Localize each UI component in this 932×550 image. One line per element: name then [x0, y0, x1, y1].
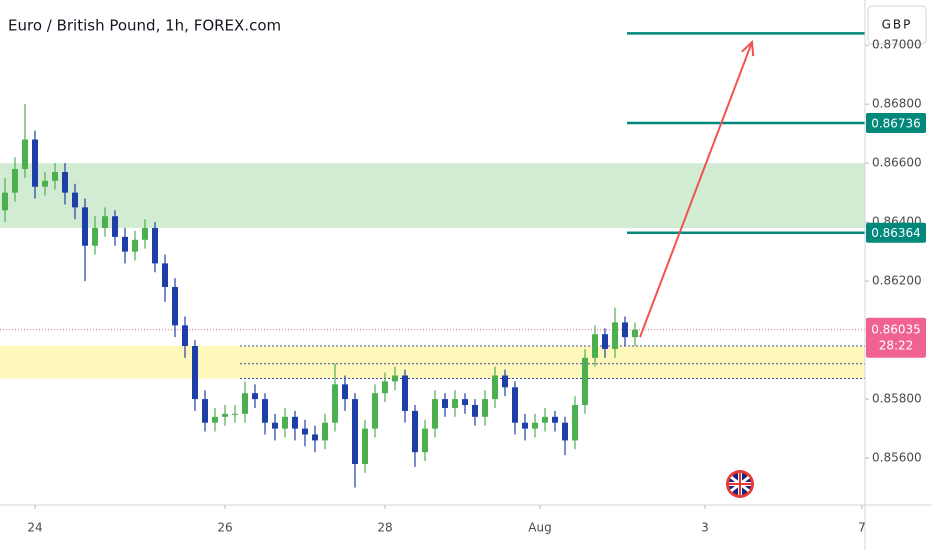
candle-body [162, 263, 168, 288]
candle-body [212, 416, 218, 423]
chart-title: Euro / British Pound, 1h, FOREX.com [8, 17, 281, 35]
level-price-label: 0.86364 [871, 226, 921, 240]
candle-body [122, 236, 128, 252]
x-tick-label: 3 [701, 521, 709, 535]
y-tick-label: 0.86600 [872, 156, 922, 170]
zone [0, 346, 865, 379]
candle-body [322, 422, 328, 441]
candle-body [572, 405, 578, 441]
candle-body [482, 399, 488, 417]
y-tick-label: 0.85600 [872, 451, 922, 465]
flag-cross-red [729, 473, 751, 495]
candle-body [192, 346, 198, 400]
arrow-head [741, 40, 755, 57]
x-tick-label: 7 [858, 521, 866, 535]
uk-flag[interactable] [726, 470, 754, 498]
candle-body [522, 422, 528, 429]
candle-body [532, 422, 538, 429]
candle-body [242, 393, 248, 414]
candle-body [502, 375, 508, 388]
candle-body [32, 139, 38, 187]
x-tick-label: 28 [377, 521, 392, 535]
candle-body [382, 381, 388, 394]
current-price-tag [866, 317, 926, 358]
candle-body [582, 357, 588, 406]
candle-body [252, 393, 258, 400]
current-price-label: 0.86035 [871, 322, 921, 336]
candle-body [82, 207, 88, 246]
candle-body [142, 228, 148, 240]
level-price-tag [866, 113, 926, 134]
candle-body [332, 384, 338, 423]
candle-body [302, 428, 308, 435]
candle-body [132, 239, 138, 252]
arrow-shaft [639, 41, 753, 338]
candle-body [452, 399, 458, 408]
candle-body [222, 413, 228, 417]
candle-body [512, 387, 518, 423]
countdown-label: 28:22 [879, 338, 914, 352]
candle-body [402, 375, 408, 411]
x-tick-label: 26 [217, 521, 232, 535]
candle-body [422, 428, 428, 453]
candle-body [392, 375, 398, 382]
candle-body [72, 192, 78, 208]
candle-body [92, 228, 98, 246]
zone [0, 163, 865, 229]
candle-body [612, 322, 618, 349]
level-price-label: 0.86736 [871, 117, 921, 131]
candle-body [622, 322, 628, 338]
candle-body [112, 216, 118, 237]
candle-body [492, 375, 498, 400]
candle-body [552, 416, 558, 423]
candle-body [202, 399, 208, 423]
candle-body [2, 192, 8, 211]
y-tick-label: 0.85800 [872, 392, 922, 406]
candle-body [562, 422, 568, 441]
y-tick-label: 0.86800 [872, 97, 922, 111]
candle-body [232, 413, 238, 415]
candle-body [442, 399, 448, 408]
candle-body [152, 228, 158, 264]
candle-body [462, 399, 468, 406]
candle-body [62, 171, 68, 193]
candle-body [22, 139, 28, 170]
candle-body [602, 334, 608, 349]
x-tick-label: 24 [27, 521, 42, 535]
currency-label: GBP [882, 18, 913, 32]
candle-body [262, 399, 268, 423]
candle-body [412, 410, 418, 453]
candle-body [342, 384, 348, 400]
level-price-tag [866, 222, 926, 243]
candle-body [632, 329, 638, 338]
y-tick-label: 0.87000 [872, 38, 922, 52]
y-tick-label: 0.86200 [872, 274, 922, 288]
candle-body [12, 169, 18, 193]
candle-body [182, 325, 188, 347]
candle-body [432, 399, 438, 429]
candle-body [42, 180, 48, 187]
candle-body [592, 334, 598, 358]
candle-body [52, 171, 58, 181]
currency-box[interactable] [867, 5, 927, 45]
candle-body [172, 287, 178, 326]
candle-body [372, 393, 378, 429]
candle-body [362, 428, 368, 464]
candle-body [282, 416, 288, 429]
candle-body [542, 416, 548, 423]
candle-body [272, 422, 278, 429]
x-tick-label: Aug [528, 521, 551, 535]
candle-body [102, 216, 108, 229]
candle-body [312, 434, 318, 441]
candle-body [352, 399, 358, 464]
candle-body [472, 405, 478, 417]
candle-body [292, 416, 298, 429]
